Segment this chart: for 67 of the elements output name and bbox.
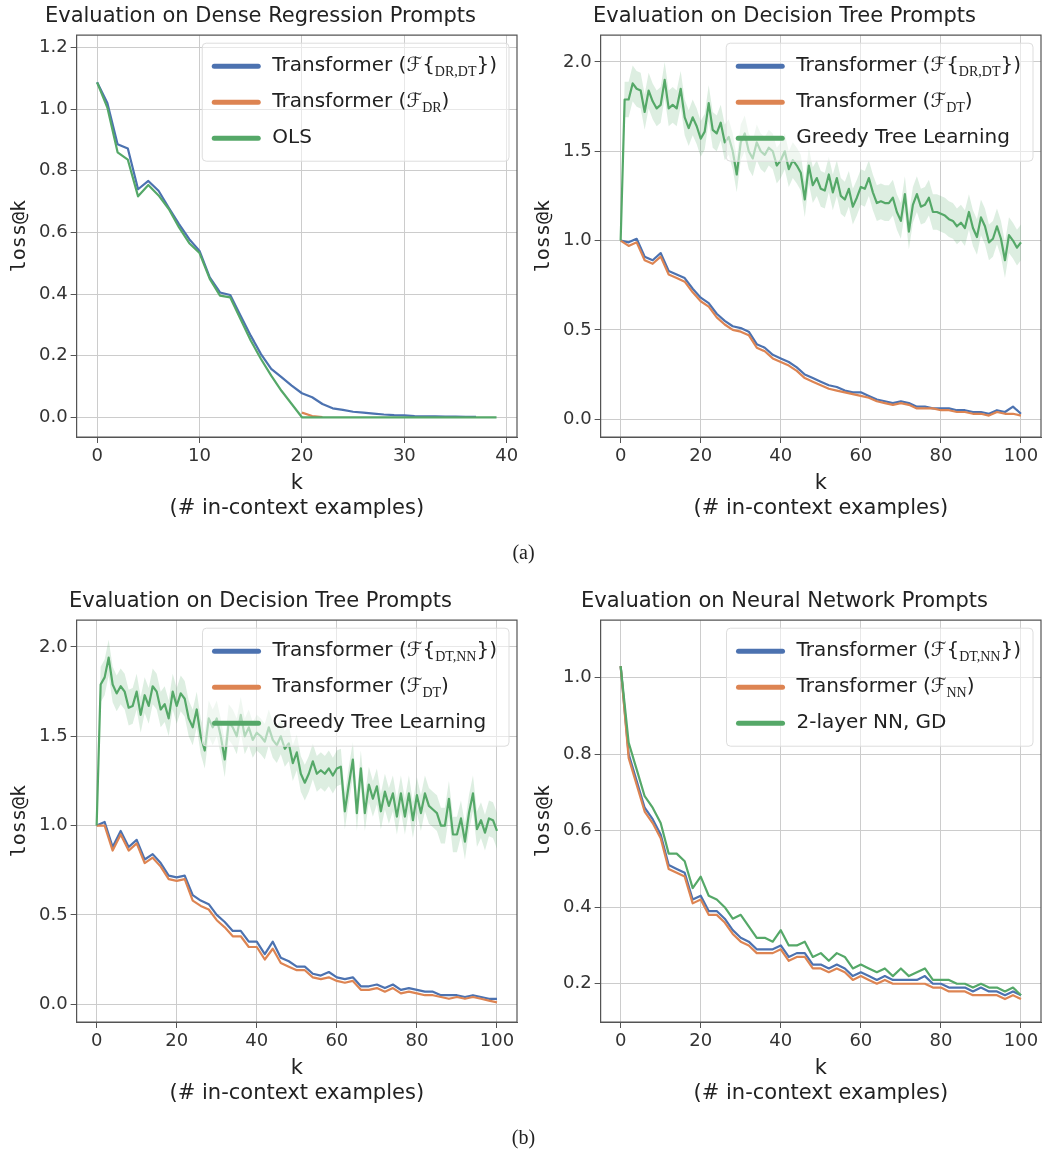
y-axis-title: loss@k <box>530 784 555 858</box>
y-tick-label: 0.0 <box>38 404 68 426</box>
y-tick-label: 0.4 <box>562 894 592 916</box>
legend-label: Transformer (ℱ{DR,DT}) <box>271 52 497 79</box>
x-axis-title: k (# in-context examples) <box>169 1054 425 1104</box>
y-tick-label: 0.6 <box>38 220 68 242</box>
x-tick-label: 100 <box>1003 444 1039 466</box>
x-tick-label: 40 <box>495 444 519 466</box>
legend-label: OLS <box>272 124 312 149</box>
x-tick-label: 100 <box>479 1029 515 1051</box>
chart-title: Evaluation on Decision Tree Prompts <box>68 588 453 613</box>
x-tick-label: 60 <box>325 1029 349 1051</box>
y-tick-label: 0.5 <box>38 902 68 924</box>
x-axis-title: k (# in-context examples) <box>169 469 425 519</box>
y-axis-title: loss@k <box>530 199 555 273</box>
y-axis-title: loss@k <box>6 784 31 858</box>
x-tick-label: 40 <box>245 1029 269 1051</box>
x-axis-title: k (# in-context examples) <box>693 1054 949 1104</box>
chart-title: Evaluation on Dense Regression Prompts <box>44 3 477 28</box>
y-tick-label: 0.6 <box>562 818 592 840</box>
legend-label: Transformer (ℱ{DR,DT}) <box>795 52 1021 79</box>
y-tick-label: 0.8 <box>562 741 592 763</box>
x-tick-label: 0 <box>91 444 103 466</box>
x-tick-label: 20 <box>290 444 314 466</box>
legend-label: Transformer (ℱ{DT,NN}) <box>271 637 497 664</box>
x-tick-label: 40 <box>769 1029 793 1051</box>
legend-label: Greedy Tree Learning <box>796 124 1010 149</box>
y-tick-label: 2.0 <box>38 634 68 656</box>
y-tick-label: 0.4 <box>38 281 68 303</box>
chart-title: Evaluation on Decision Tree Prompts <box>592 3 977 28</box>
x-tick-label: 80 <box>405 1029 429 1051</box>
x-tick-label: 20 <box>689 1029 713 1051</box>
x-tick-label: 20 <box>689 444 713 466</box>
legend-label: 2-layer NN, GD <box>796 709 947 734</box>
x-tick-label: 60 <box>849 1029 873 1051</box>
x-tick-label: 30 <box>392 444 416 466</box>
legend-label: Transformer (ℱ{DT,NN}) <box>795 637 1021 664</box>
y-tick-label: 1.0 <box>38 96 68 118</box>
x-tick-label: 0 <box>90 1029 103 1051</box>
x-tick-label: 20 <box>165 1029 189 1051</box>
x-tick-label: 80 <box>929 1029 953 1051</box>
y-tick-label: 1.2 <box>38 35 68 57</box>
y-tick-label: 0.0 <box>562 406 592 428</box>
x-tick-label: 0 <box>614 444 627 466</box>
y-tick-label: 0.2 <box>38 343 68 365</box>
y-tick-label: 1.5 <box>562 138 592 160</box>
text: (b) <box>510 1126 537 1149</box>
y-tick-label: 0.8 <box>38 158 68 180</box>
x-axis-title: k (# in-context examples) <box>693 469 949 519</box>
y-tick-label: 0.2 <box>562 971 592 993</box>
y-tick-label: 1.0 <box>38 813 68 835</box>
y-tick-label: 2.0 <box>562 49 592 71</box>
x-tick-label: 60 <box>849 444 873 466</box>
y-tick-label: 1.0 <box>562 228 592 250</box>
y-tick-label: 0.0 <box>38 991 68 1013</box>
x-tick-label: 10 <box>188 444 211 466</box>
y-tick-label: 1.5 <box>38 723 68 745</box>
y-tick-label: 0.5 <box>562 317 592 339</box>
legend-label: Greedy Tree Learning <box>272 709 487 734</box>
chart-title: Evaluation on Neural Network Prompts <box>581 588 988 613</box>
x-tick-label: 0 <box>614 1029 627 1051</box>
x-tick-label: 100 <box>1003 1029 1039 1051</box>
x-tick-label: 80 <box>929 444 953 466</box>
y-axis-title: loss@k <box>6 199 31 273</box>
text: (a) <box>511 541 536 564</box>
x-tick-label: 40 <box>769 444 793 466</box>
y-tick-label: 1.0 <box>562 665 592 687</box>
